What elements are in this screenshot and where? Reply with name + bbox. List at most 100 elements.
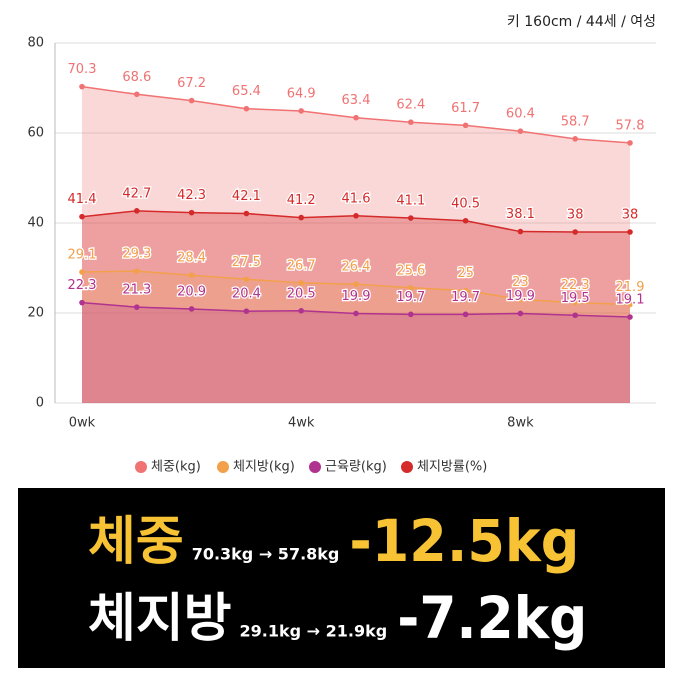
data-point [188,209,195,216]
data-point [79,83,85,90]
data-point [134,268,140,274]
legend-label: 체중(kg) [151,460,201,475]
data-point [134,304,140,310]
data-label: 64.9 [287,86,316,101]
data-label: 26.4 [342,260,371,275]
data-point [353,114,359,121]
data-label: 42.1 [232,189,261,204]
data-label: 20.5 [287,286,316,301]
data-label: 19.7 [451,290,480,305]
data-point [79,299,85,306]
data-label: 19.5 [561,291,590,306]
data-label: 21.9 [616,280,645,295]
data-point [517,128,524,134]
data-label: 41.1 [396,194,425,209]
data-label: 57.8 [616,118,645,133]
data-label: 38 [567,208,584,223]
data-point [243,105,250,112]
data-label: 60.4 [506,107,535,122]
data-label: 22.3 [561,278,590,293]
data-point [517,228,524,235]
data-point [79,269,85,275]
data-label: 68.6 [122,70,151,85]
y-tick-label: 0 [36,396,44,411]
summary-banner [18,488,665,668]
data-point [408,285,414,291]
data-label: 62.4 [396,98,425,113]
data-point [298,280,305,286]
data-point [243,210,250,217]
y-tick-label: 20 [27,306,44,321]
data-point [79,213,85,220]
data-point [572,312,578,319]
data-label: 58.7 [561,114,590,129]
data-point [627,140,633,146]
data-point [572,229,578,235]
data-label: 42.7 [122,186,151,201]
data-label: 41.6 [342,191,371,206]
data-label: 29.3 [122,247,151,262]
data-label: 38.1 [506,207,535,222]
legend-marker [401,461,413,473]
banner-detail: 29.1kg → 21.9kg [240,622,388,641]
legend-label: 체지방(kg) [233,460,295,475]
legend-label: 근육량(kg) [325,460,387,475]
data-label: 67.2 [177,76,206,91]
series-area [82,210,630,403]
data-point [188,306,195,312]
data-label: 70.3 [68,62,97,77]
legend-marker [309,461,321,473]
y-tick-label: 40 [27,216,44,231]
data-label: 63.4 [342,93,371,108]
data-point [517,296,524,303]
data-label: 25.6 [396,263,425,278]
data-point [298,307,305,314]
data-point [572,299,578,306]
data-point [462,287,469,294]
data-label: 19.9 [506,289,535,304]
x-tick-label: 0wk [69,416,96,431]
x-tick-label: 8wk [507,416,534,431]
data-label: 26.7 [287,258,316,273]
data-point [572,136,578,142]
series-area [82,86,630,404]
data-point [408,215,414,221]
y-tick-label: 60 [27,126,44,141]
data-point [298,108,305,114]
legend-marker [135,461,147,473]
data-label: 27.5 [232,255,261,270]
data-point [134,208,140,214]
x-tick-label: 4wk [288,416,315,431]
data-point [243,276,250,283]
data-point [353,281,359,288]
data-point [298,214,305,221]
data-point [353,213,359,219]
banner-label: 체지방 [88,589,232,649]
series-area [82,302,630,403]
data-point [408,119,414,125]
data-point [627,314,633,320]
data-label: 42.3 [177,188,206,203]
data-label: 23 [512,275,529,290]
data-point [627,229,633,235]
data-point [408,311,414,318]
legend-marker [217,461,229,473]
data-point [243,308,250,315]
banner-rows: 체중 70.3kg → 57.8kg -12.5kg 체지방 29.1kg → 21.9… [88,507,587,652]
data-label: 41.2 [287,193,316,208]
data-point [462,311,469,318]
banner-change: -7.2kg [397,584,587,652]
data-label: 19.7 [396,290,425,305]
data-point [188,272,195,279]
data-point [627,301,633,308]
data-label: 65.4 [232,84,261,99]
series-area [82,271,630,403]
legend-label: 체지방률(%) [417,460,487,475]
data-point [188,97,195,104]
data-label: 61.7 [451,101,480,116]
data-label: 20.4 [232,287,261,302]
data-label: 19.1 [616,293,645,308]
data-label: 22.3 [68,278,97,293]
data-label: 25 [457,266,474,281]
